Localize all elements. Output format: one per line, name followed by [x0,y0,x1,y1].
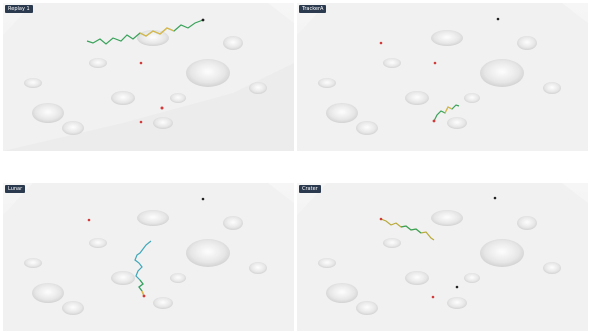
target-marker [455,285,459,289]
terrain-view [297,183,588,331]
terrain-view [297,3,588,151]
terrain-view [3,3,294,151]
crater-field [24,30,267,135]
target-marker [160,106,164,110]
crater-field [24,210,267,315]
start-marker [493,196,497,200]
panel-label: Crater [299,185,321,193]
panel-label: TrackerA [299,5,327,13]
target-marker [379,41,383,45]
target-marker [433,61,437,65]
crater-field [318,210,561,315]
panel-label: Replay 1 [5,5,33,13]
target-marker [431,295,435,299]
start-marker [201,18,205,22]
terrain-view [3,183,294,331]
target-marker [87,218,91,222]
target-marker [379,217,383,221]
start-marker [496,17,500,21]
viewport-panel-2[interactable]: TrackerA [297,3,588,151]
viewport-panel-4[interactable]: Crater [297,183,588,331]
viewport-panel-3[interactable]: Lunar [3,183,294,331]
crater-field [318,30,561,135]
target-marker [139,61,143,65]
panel-label: Lunar [5,185,26,193]
target-marker [432,119,436,123]
target-marker [139,120,143,124]
viewport-panel-1[interactable]: Replay 1 [3,3,294,151]
target-marker [142,294,146,298]
start-marker [201,197,205,201]
